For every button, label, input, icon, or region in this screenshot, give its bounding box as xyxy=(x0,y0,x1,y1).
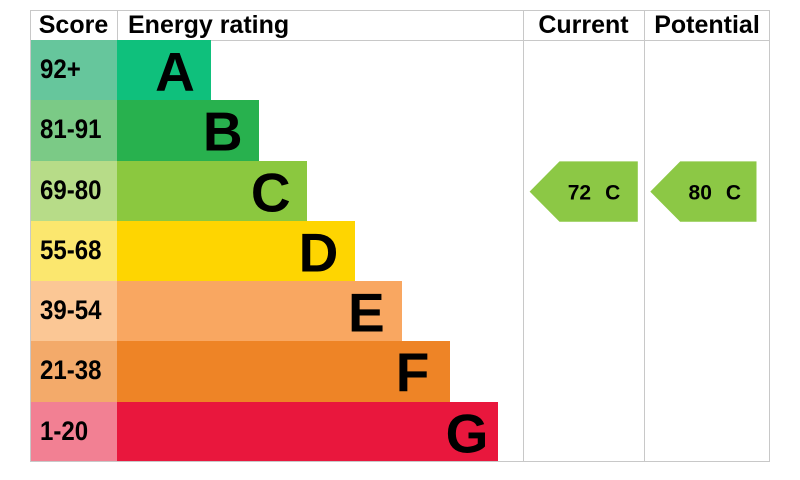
svg-text:80 C: 80 C xyxy=(689,182,742,205)
svg-text:72 C: 72 C xyxy=(568,182,621,205)
